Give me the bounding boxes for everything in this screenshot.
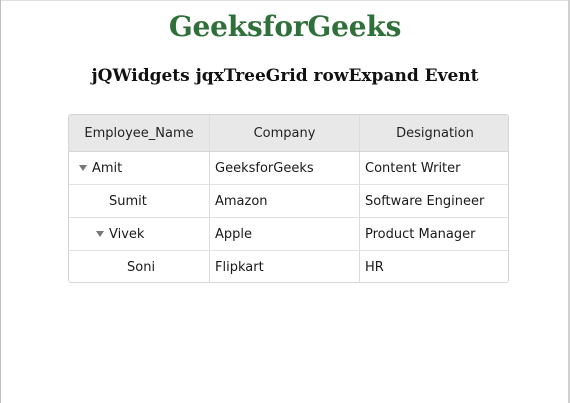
column-header-company[interactable]: Company <box>210 115 360 151</box>
employee-name-cell: Amit <box>69 152 210 184</box>
tree-grid[interactable]: Employee_Name Company Designation Amit G… <box>68 114 509 283</box>
tree-row-sumit[interactable]: Sumit Amazon Software Engineer <box>69 185 508 218</box>
employee-name-text: Soni <box>127 260 156 275</box>
column-header-employee-name[interactable]: Employee_Name <box>69 115 210 151</box>
employee-name-cell: Sumit <box>69 185 210 217</box>
designation-cell: Software Engineer <box>365 193 485 209</box>
tree-row-soni[interactable]: Soni Flipkart HR <box>69 251 508 282</box>
designation-cell: Content Writer <box>365 160 461 176</box>
employee-name-text: Vivek <box>109 226 145 242</box>
tree-row-amit[interactable]: Amit GeeksforGeeks Content Writer <box>69 152 508 185</box>
employee-name-text: Sumit <box>109 193 147 209</box>
company-cell: Apple <box>210 218 360 250</box>
expand-collapse-icon[interactable] <box>79 165 87 171</box>
employee-name-cell: Vivek <box>69 218 210 250</box>
expand-collapse-icon[interactable] <box>96 231 104 237</box>
window-left-border <box>0 0 1 403</box>
employee-name-cell: Soni <box>69 251 210 282</box>
window-top-border <box>0 0 570 1</box>
company-cell: GeeksforGeeks <box>210 152 360 184</box>
grid-header-row: Employee_Name Company Designation <box>69 115 508 152</box>
company-cell: Flipkart <box>210 251 360 282</box>
site-title: GeeksforGeeks <box>168 10 402 43</box>
designation-cell: Product Manager <box>365 226 476 242</box>
designation-cell: HR <box>365 260 384 275</box>
employee-name-text: Amit <box>92 160 123 176</box>
demo-heading: jQWidgets jqxTreeGrid rowExpand Event <box>91 66 479 86</box>
company-cell: Amazon <box>210 185 360 217</box>
column-header-designation[interactable]: Designation <box>396 125 474 141</box>
window-right-border <box>568 0 570 403</box>
tree-row-vivek[interactable]: Vivek Apple Product Manager <box>69 218 508 251</box>
